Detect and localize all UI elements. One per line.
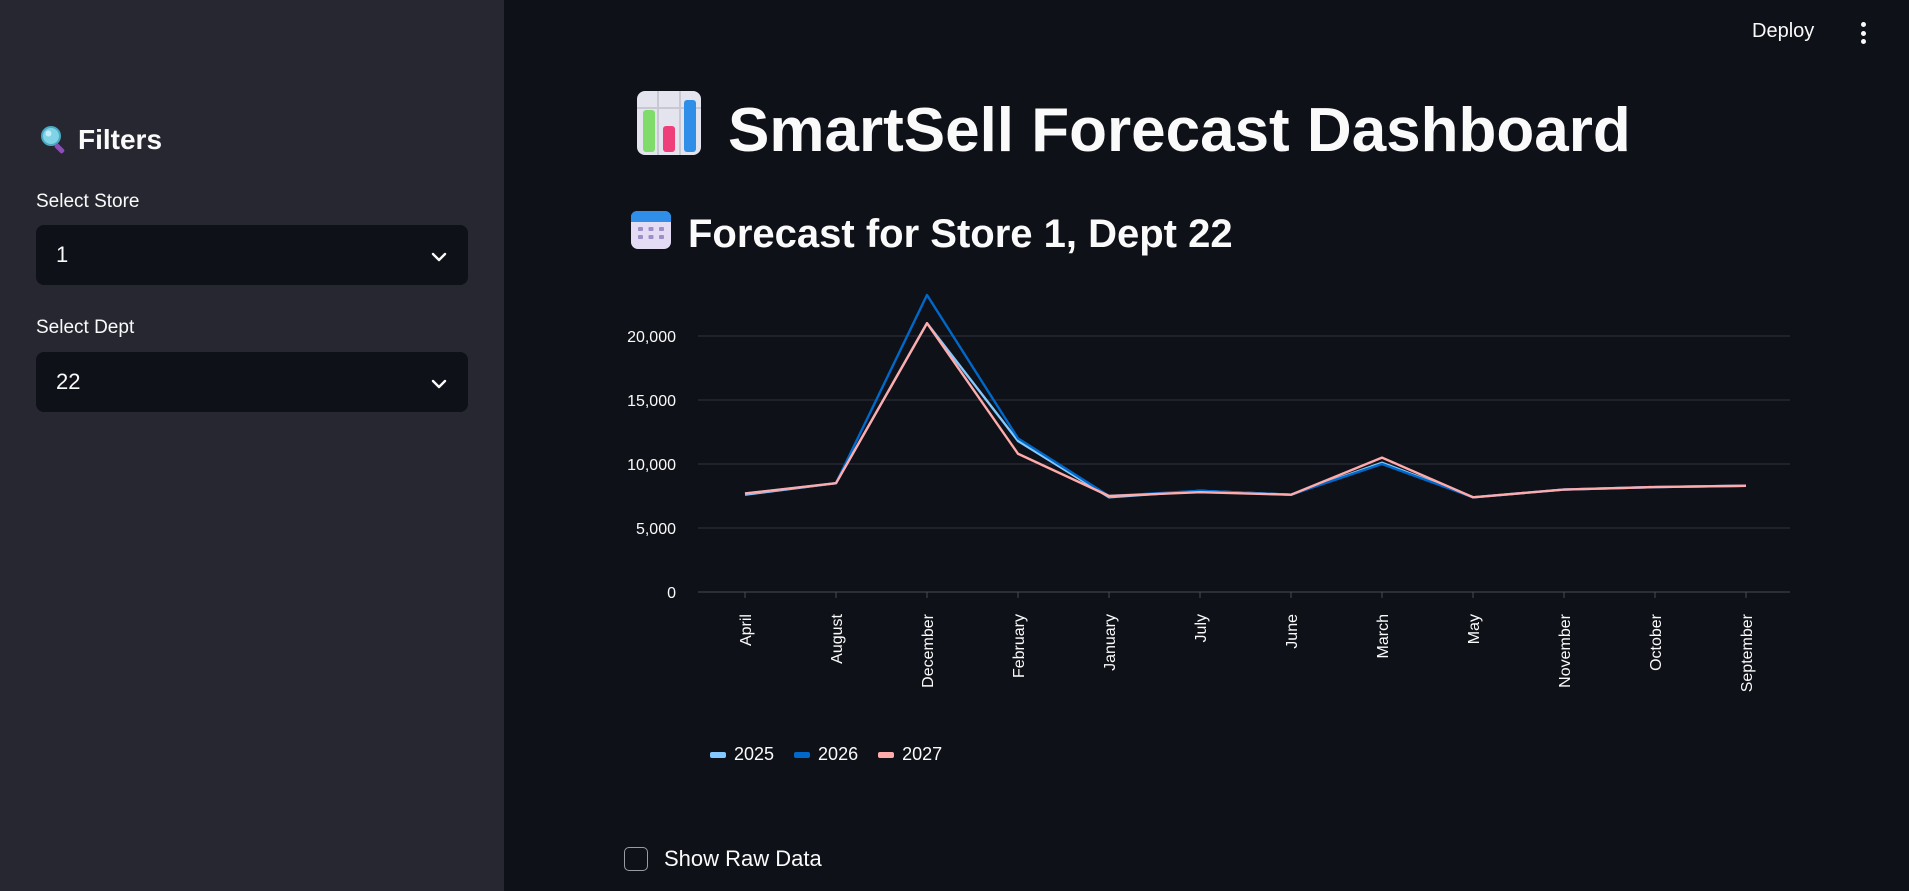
x-tick-label: January [1102,614,1119,671]
checkbox-box[interactable] [624,847,648,871]
store-select-value: 1 [56,242,69,267]
y-tick-label: 5,000 [636,521,676,538]
x-tick-label: April [738,614,755,646]
series-line-2025 [744,322,1747,499]
chart-legend: 2025 2026 2027 [710,744,942,765]
x-tick-label: October [1648,613,1665,671]
show-raw-data-checkbox[interactable]: Show Raw Data [624,846,822,872]
legend-label: 2025 [734,744,775,764]
dept-select-value: 22 [56,369,81,394]
sidebar: Filters Select Store 1 Select Dept 22 [0,0,504,891]
legend-label: 2027 [902,744,943,764]
series-line-2026 [744,293,1747,499]
y-tick-label: 20,000 [627,329,676,346]
x-tick-label: July [1193,614,1210,642]
store-label: Select Store [36,191,140,212]
magnifier-icon [38,124,70,156]
deploy-button[interactable]: Deploy [1752,20,1815,42]
chevron-down-icon [430,246,448,264]
chart-heading-text: Forecast for Store 1, Dept 22 [688,211,1233,256]
sidebar-title-text: Filters [78,124,163,155]
legend-label: 2026 [818,744,859,764]
x-tick-label: February [1011,614,1028,678]
forecast-chart-svg: 0 5,000 10,000 15,000 20,000 April August Decem… [627,293,1790,692]
x-tick-label: August [829,613,846,663]
legend-item: 2026 [794,744,858,765]
bar-chart-icon [636,90,702,171]
x-tick-label: November [1557,613,1574,687]
show-raw-data-label: Show Raw Data [664,846,822,871]
page-title: SmartSell Forecast Dashboard [636,90,1631,171]
x-tick-label: June [1284,614,1301,649]
dept-label: Select Dept [36,317,135,338]
forecast-chart: 0 5,000 10,000 15,000 20,000 April August Decem… [600,270,1810,790]
y-tick-label: 15,000 [627,393,676,410]
legend-item: 2027 [878,744,942,765]
legend-item: 2025 [710,744,774,765]
series-line-2027 [744,322,1747,499]
x-tick-label: May [1466,614,1483,644]
x-tick-label: March [1375,614,1392,658]
kebab-menu-icon[interactable] [1852,18,1874,48]
calendar-icon [630,208,672,260]
sidebar-title: Filters [38,124,162,156]
dept-select[interactable]: 22 [36,352,468,412]
y-tick-label: 10,000 [627,457,676,474]
x-tick-label: December [920,613,937,687]
legend-swatch [710,751,726,758]
store-select[interactable]: 1 [36,225,468,285]
chart-heading: Forecast for Store 1, Dept 22 [630,208,1233,260]
page-title-text: SmartSell Forecast Dashboard [728,96,1631,165]
y-tick-label: 0 [667,585,676,602]
x-tick-label: September [1739,613,1756,692]
legend-swatch [794,751,811,758]
chevron-down-icon [430,373,448,391]
legend-swatch [878,751,895,758]
